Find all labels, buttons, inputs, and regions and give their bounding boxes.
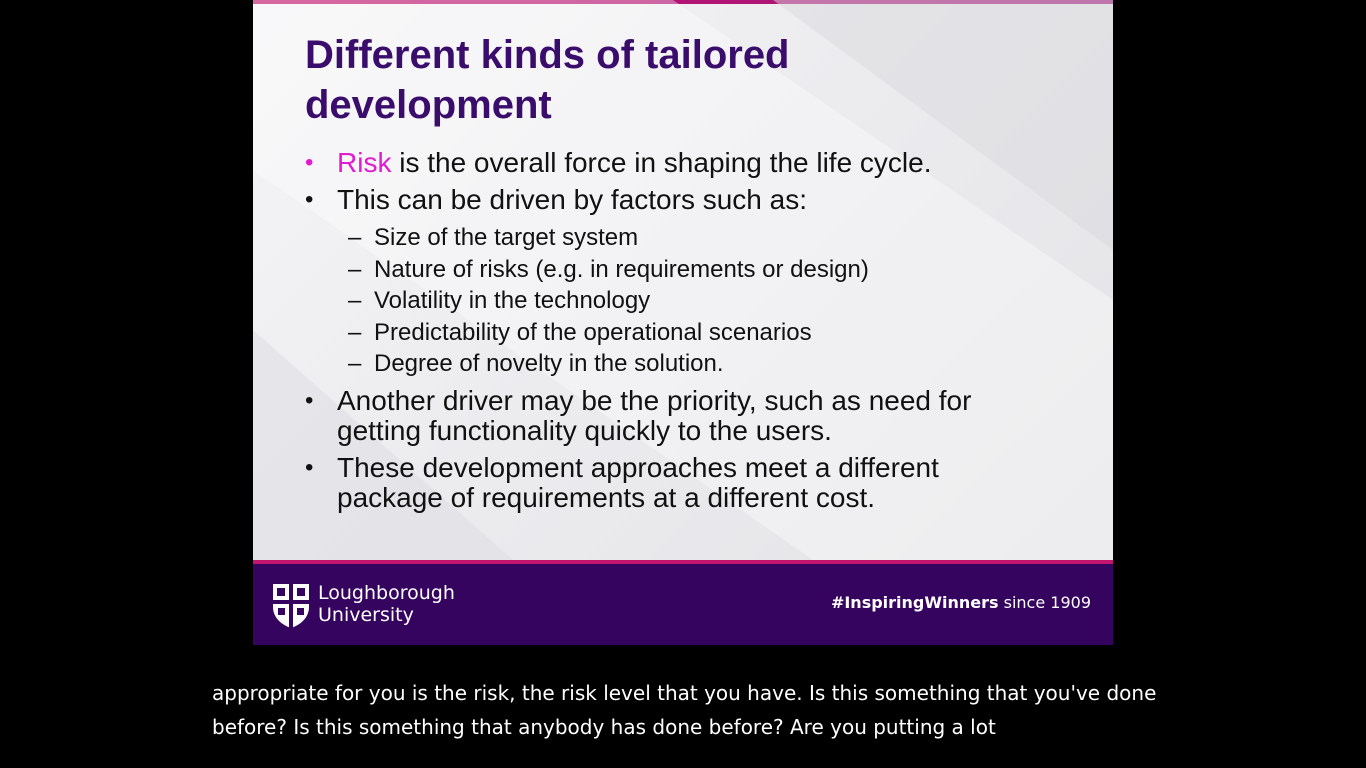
caption-line-2: before? Is this something that anybody h… (212, 715, 996, 739)
sub-item: – Degree of novelty in the solution. (303, 348, 1093, 380)
dash-icon: – (348, 287, 362, 314)
bullet-priority-line-2: getting functionality quickly to the use… (337, 414, 832, 446)
bullet-risk: • Risk is the overall force in shaping t… (303, 148, 1093, 178)
sub-item-text: Nature of risks (e.g. in requirements or… (374, 255, 869, 283)
bullet-dot-icon: • (305, 186, 314, 213)
tagline-since: since 1909 (998, 593, 1091, 612)
slide-background-decoration (253, 0, 1113, 560)
bullet-dot-icon: • (305, 453, 314, 481)
slide-title-line-2: development (305, 83, 552, 127)
university-logo-text: Loughborough University (318, 582, 455, 626)
presentation-slide: Different kinds of tailored development … (253, 0, 1113, 645)
slide-title-line-1: Different kinds of tailored (305, 33, 790, 77)
dash-icon: – (348, 224, 362, 251)
video-caption: appropriate for you is the risk, the ris… (212, 676, 1212, 744)
bullet-factors: • This can be driven by factors such as: (303, 185, 1093, 215)
university-name-line-2: University (318, 604, 414, 626)
dash-icon: – (348, 350, 362, 377)
slide-bullet-list: • Risk is the overall force in shaping t… (303, 148, 1093, 520)
bullet-approaches-line-2: package of requirements at a different c… (337, 481, 876, 513)
tagline-hashtag: #InspiringWinners (830, 593, 999, 612)
caption-line-1: appropriate for you is the risk, the ris… (212, 681, 1157, 705)
dash-icon: – (348, 255, 362, 283)
factor-sub-list: – Size of the target system – Nature of … (303, 222, 1093, 380)
bullet-approaches-line-1: These development approaches meet a diff… (337, 451, 939, 483)
bullet-dot-icon: • (305, 386, 314, 414)
sub-item-text: Degree of novelty in the solution. (374, 350, 724, 377)
university-name-line-1: Loughborough (318, 582, 455, 604)
bullet-priority-line-1: Another driver may be the priority, such… (337, 384, 972, 416)
sub-item-text: Size of the target system (374, 224, 639, 251)
sub-item: – Volatility in the technology (303, 285, 1093, 317)
sub-item: – Predictability of the operational scen… (303, 317, 1093, 349)
footer-accent-line (253, 560, 1113, 564)
slide-footer: Loughborough University #InspiringWinner… (253, 560, 1113, 645)
risk-highlight-word: Risk (337, 147, 392, 178)
university-crest-icon (273, 584, 309, 628)
footer-tagline: #InspiringWinners since 1909 (831, 593, 1091, 613)
sub-item-text: Volatility in the technology (374, 287, 651, 314)
bullet-dot-icon: • (305, 149, 314, 176)
bullet-risk-text: is the overall force in shaping the life… (391, 147, 932, 178)
bullet-factors-text: This can be driven by factors such as: (337, 184, 807, 215)
slide-title: Different kinds of tailored development (305, 30, 1065, 130)
sub-item: – Nature of risks (e.g. in requirements … (303, 254, 1093, 286)
bullet-approaches: • These development approaches meet a di… (303, 451, 1093, 513)
dash-icon: – (348, 318, 362, 346)
sub-item: – Size of the target system (303, 222, 1093, 254)
bullet-priority: • Another driver may be the priority, su… (303, 384, 1093, 446)
slide-top-accent-bar (253, 0, 1113, 4)
sub-item-text: Predictability of the operational scenar… (374, 318, 812, 346)
